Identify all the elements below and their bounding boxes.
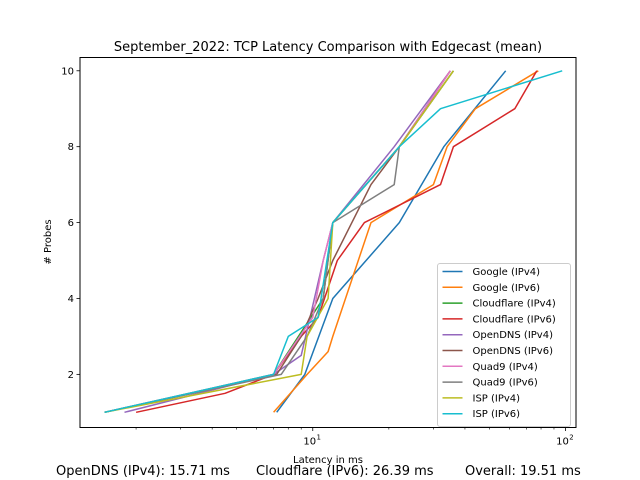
chart-title: September_2022: TCP Latency Comparison w… [114, 40, 542, 55]
x-tick-exponent: 1 [317, 434, 321, 442]
legend-label: Google (IPv6) [473, 283, 541, 294]
series-line [104, 70, 451, 414]
series-line [273, 70, 539, 413]
x-tick-label: 10 [556, 437, 569, 448]
footer-opendns-mean: OpenDNS (IPv4): 15.71 ms [56, 464, 230, 479]
y-axis-label: # Probes [43, 219, 54, 264]
legend-box [437, 263, 571, 427]
legend-label: Quad9 (IPv4) [473, 362, 538, 373]
series-line [276, 70, 507, 413]
legend-label: ISP (IPv4) [473, 393, 521, 404]
y-tick-label: 10 [61, 66, 74, 77]
legend-label: Quad9 (IPv6) [473, 378, 538, 389]
legend-label: Google (IPv4) [473, 267, 541, 278]
legend-label: OpenDNS (IPv4) [473, 330, 554, 341]
plot-frame [79, 57, 577, 428]
legend-label: ISP (IPv6) [473, 409, 521, 420]
x-tick-exponent: 2 [569, 434, 573, 442]
series-line [124, 70, 451, 414]
legend-label: Cloudflare (IPv4) [473, 299, 556, 310]
legend-label: OpenDNS (IPv6) [473, 346, 554, 357]
footer-cloudflare-mean: Cloudflare (IPv6): 26.39 ms [256, 464, 434, 479]
y-tick-label: 6 [68, 218, 74, 229]
x-axis-label: Latency in ms [293, 455, 363, 466]
series-line [104, 70, 451, 414]
y-tick-label: 2 [68, 370, 74, 381]
y-tick-label: 8 [68, 142, 74, 153]
footer-overall-mean: Overall: 19.51 ms [465, 464, 581, 479]
x-tick-label: 10 [303, 437, 316, 448]
legend: Google (IPv4) Google (IPv6) Cloudflare (IP… [437, 263, 571, 427]
series-line [104, 70, 563, 414]
series-line [135, 70, 538, 414]
series-line [104, 70, 455, 414]
legend-label: Cloudflare (IPv6) [473, 314, 556, 325]
y-tick-label: 4 [68, 294, 74, 305]
